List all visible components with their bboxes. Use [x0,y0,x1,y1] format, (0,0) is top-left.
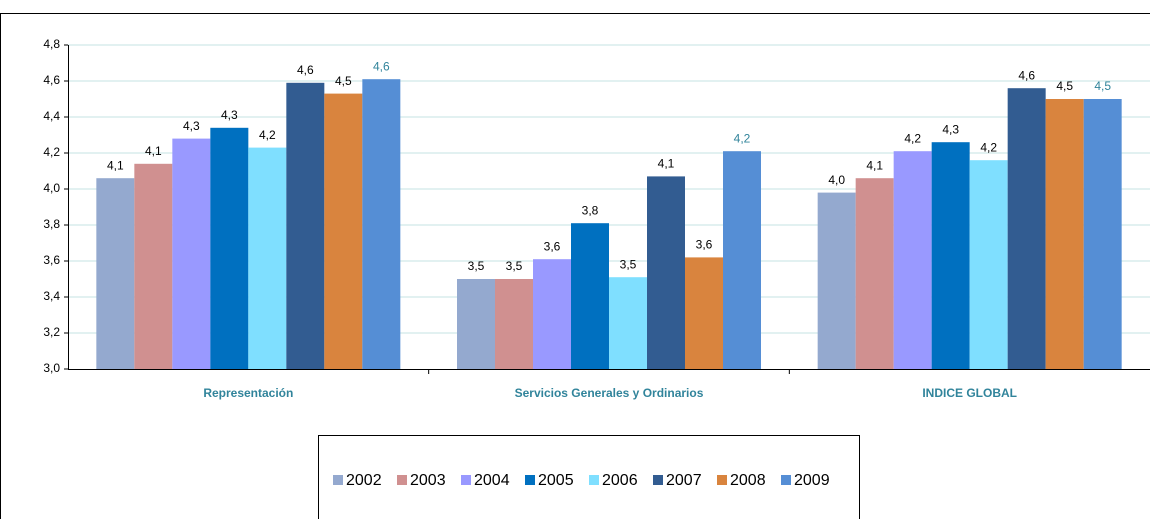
bar [210,127,249,369]
value-label: 4,6 [297,63,314,77]
value-label: 4,2 [904,131,921,145]
value-label: 4,5 [335,74,352,88]
bar [324,93,363,369]
legend-label: 2002 [346,472,382,489]
bar [1007,88,1046,369]
legend-swatch [781,475,791,485]
bar [571,223,609,369]
legend-swatch [461,475,471,485]
value-label: 4,2 [259,128,276,142]
bar [286,82,325,370]
y-tick-label: 4,2 [43,145,60,159]
y-tick-label: 4,4 [43,109,60,123]
legend-label: 2007 [666,472,702,489]
bar [609,277,647,369]
legend-label: 2005 [538,472,574,489]
legend-swatch [525,475,535,485]
value-label: 4,6 [1018,68,1035,82]
bar [362,79,401,369]
value-label: 4,5 [1056,79,1073,93]
value-label: 4,1 [658,157,675,171]
bar [647,176,685,369]
bar [893,151,932,369]
value-label: 4,0 [828,173,845,187]
value-label: 4,1 [107,158,124,172]
bar [134,163,173,369]
value-label: 4,3 [221,108,238,122]
legend-swatch [653,475,663,485]
value-label: 4,2 [734,131,751,145]
bar [457,279,495,369]
legend-swatch [589,475,599,485]
legend-label: 2003 [410,472,446,489]
value-label: 3,6 [696,238,713,252]
bar [495,279,533,369]
value-label: 4,5 [1094,79,1111,93]
bar [248,147,287,369]
value-label: 4,6 [373,59,390,73]
legend-label: 2009 [794,472,830,489]
value-label: 3,5 [506,259,523,273]
bar [1045,99,1084,369]
y-tick-label: 3,0 [43,361,60,375]
bar [817,192,856,369]
legend-label: 2004 [474,472,510,489]
bar [685,257,723,369]
x-tick-label: INDICE GLOBAL [922,386,1017,400]
bar [969,160,1008,369]
x-tick-label: Representación [203,386,293,400]
value-label: 3,8 [582,203,599,217]
bar [533,259,571,369]
legend-swatch [333,475,343,485]
legend-label: 2008 [730,472,766,489]
legend-swatch [397,475,407,485]
y-tick-label: 4,0 [43,181,60,195]
value-label: 4,1 [866,158,883,172]
x-tick-label: Servicios Generales y Ordinarios [515,386,704,400]
legend-label: 2006 [602,472,638,489]
bar [723,151,761,369]
y-tick-label: 3,6 [43,253,60,267]
value-label: 4,3 [942,122,959,136]
value-label: 3,5 [468,259,485,273]
y-tick-label: 3,2 [43,325,60,339]
bar [96,178,135,369]
bar [931,142,970,369]
value-label: 3,5 [620,257,637,271]
value-label: 4,1 [145,144,162,158]
y-tick-label: 4,8 [43,37,60,51]
bar [1083,99,1122,369]
y-tick-label: 3,4 [43,289,60,303]
bar [172,138,211,369]
legend-swatch [717,475,727,485]
y-tick-label: 4,6 [43,73,60,87]
value-label: 3,6 [544,239,561,253]
value-label: 4,3 [183,119,200,133]
y-tick-label: 3,8 [43,217,60,231]
bar [855,178,894,369]
value-label: 4,2 [980,140,997,154]
